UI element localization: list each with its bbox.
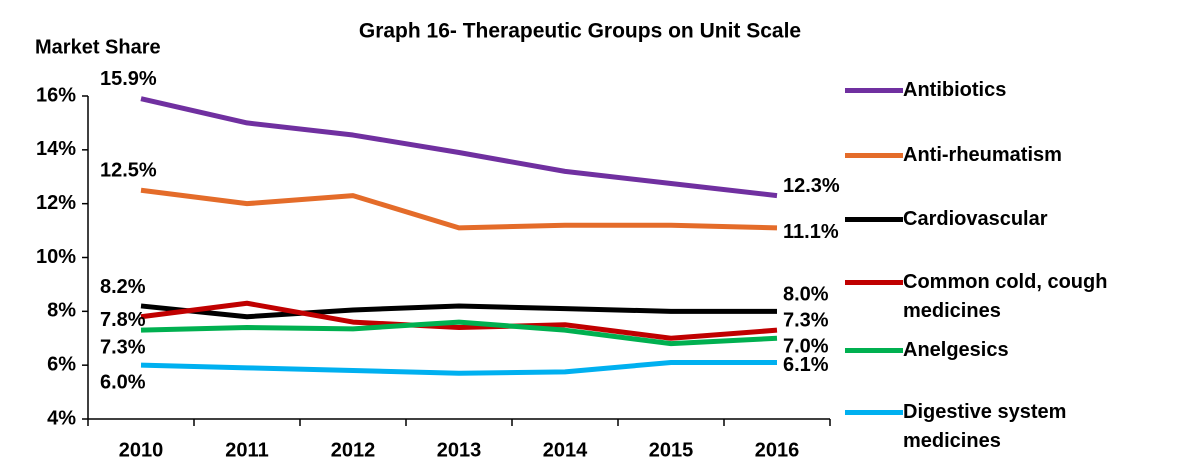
y-tick-label: 10%	[36, 246, 76, 268]
legend-label: Cardiovascular	[903, 208, 1048, 230]
y-tick-label: 4%	[47, 407, 76, 429]
legend-swatch	[845, 280, 903, 285]
legend-item: Common cold, cough medicines	[845, 270, 1175, 326]
y-tick-label: 6%	[47, 353, 76, 375]
legend-label: Antibiotics	[903, 79, 1007, 101]
y-tick-label: 16%	[36, 84, 76, 106]
x-tick-label: 2014	[543, 439, 588, 461]
chart-title: Graph 16- Therapeutic Groups on Unit Sca…	[359, 20, 801, 43]
legend-label: Anelgesics	[903, 339, 1009, 361]
legend-label: Anti-rheumatism	[903, 144, 1062, 166]
data-label: 8.2%	[100, 276, 146, 298]
legend-item: Antibiotics	[845, 78, 1175, 105]
series-line	[140, 319, 778, 347]
data-label: 12.5%	[100, 159, 157, 181]
legend-swatch	[845, 88, 903, 93]
x-tick-label: 2012	[331, 439, 376, 461]
y-tick-label: 12%	[36, 192, 76, 214]
x-tick-label: 2010	[119, 439, 164, 461]
series-line	[140, 359, 777, 376]
legend-item: Cardiovascular	[845, 207, 1175, 234]
y-axis-label: Market Share	[35, 36, 161, 58]
data-label: 7.3%	[783, 309, 829, 331]
legend-item: Anelgesics	[845, 338, 1175, 365]
data-label: 7.3%	[100, 336, 146, 358]
y-tick-label: 8%	[47, 300, 76, 322]
series-line	[140, 303, 777, 320]
data-label: 6.1%	[783, 354, 829, 376]
legend-swatch	[845, 153, 903, 158]
legend-item: Digestive system medicines	[845, 400, 1175, 456]
legend-label: Common cold, cough medicines	[903, 271, 1108, 322]
x-tick-label: 2015	[649, 439, 694, 461]
data-label: 6.0%	[100, 371, 146, 393]
legend-swatch	[845, 410, 903, 415]
legend-item: Anti-rheumatism	[845, 143, 1175, 170]
x-tick-label: 2016	[755, 439, 800, 461]
series-line	[140, 187, 778, 231]
data-label: 7.0%	[783, 336, 829, 358]
series-line	[140, 300, 778, 341]
series-line	[140, 96, 778, 199]
data-label: 7.8%	[100, 309, 146, 331]
data-label: 11.1%	[783, 221, 839, 243]
legend-swatch	[845, 348, 903, 353]
legend-swatch	[845, 217, 903, 222]
x-tick-label: 2013	[437, 439, 482, 461]
legend-label: Digestive system medicines	[903, 401, 1067, 452]
x-tick-label: 2011	[225, 439, 268, 461]
data-label: 8.0%	[783, 284, 829, 306]
y-tick-label: 14%	[36, 138, 76, 160]
data-label: 15.9%	[100, 68, 157, 90]
data-label: 12.3%	[783, 175, 840, 197]
